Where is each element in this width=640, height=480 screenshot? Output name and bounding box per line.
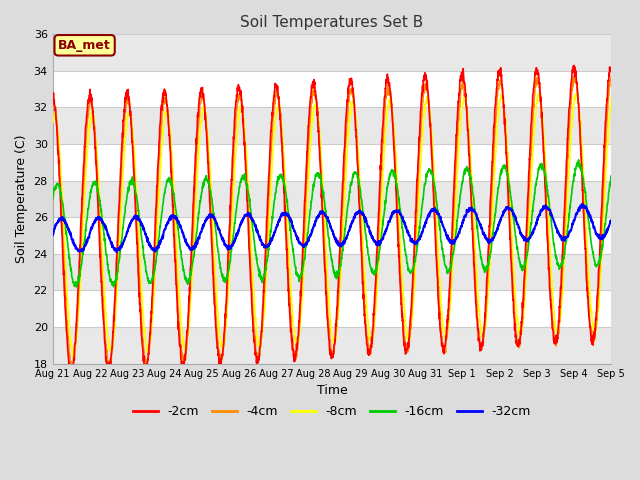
Bar xyxy=(52,327,611,364)
Bar xyxy=(52,254,611,290)
Text: BA_met: BA_met xyxy=(58,39,111,52)
Bar xyxy=(52,34,611,71)
Bar xyxy=(52,180,611,217)
X-axis label: Time: Time xyxy=(317,384,348,397)
Y-axis label: Soil Temperature (C): Soil Temperature (C) xyxy=(15,134,28,263)
Legend: -2cm, -4cm, -8cm, -16cm, -32cm: -2cm, -4cm, -8cm, -16cm, -32cm xyxy=(128,400,536,423)
Title: Soil Temperatures Set B: Soil Temperatures Set B xyxy=(240,15,424,30)
Bar xyxy=(52,107,611,144)
